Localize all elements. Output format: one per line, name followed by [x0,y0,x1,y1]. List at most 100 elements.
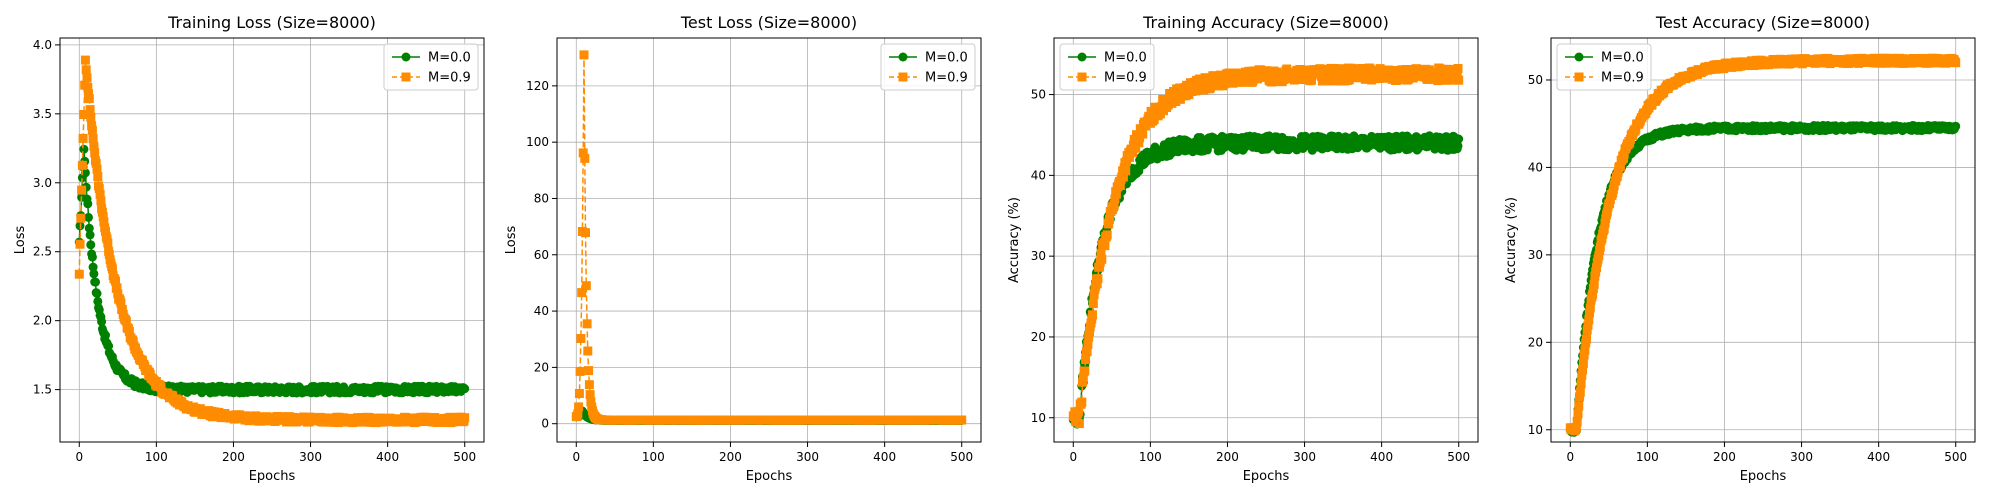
data-point [121,316,131,326]
data-point [77,185,87,195]
data-point [88,262,98,272]
data-point [86,240,96,250]
data-point [1571,422,1581,432]
x-tick-label: 300 [1293,450,1316,464]
data-point [1097,254,1107,264]
data-point [75,239,85,249]
plot-frame [1053,37,1479,443]
legend-marker [1574,72,1584,82]
data-point [1582,325,1592,335]
data-point [104,250,114,259]
data-point [1424,65,1434,75]
data-point [84,94,94,104]
chart-panel-4: 0 100 200 300 400 500 10 20 30 40 50 Test Accuracy … [1504,13,1976,484]
legend: M=0.0 M=0.9 [880,43,976,91]
data-point [1080,366,1090,376]
data-point [1584,315,1594,325]
data-point [1583,320,1593,330]
data-point [99,217,109,227]
data-point [84,212,93,222]
data-point [574,402,584,412]
data-point [1110,194,1120,204]
data-point [583,346,593,356]
data-point [1316,65,1326,75]
x-tick-label: 100 [1139,450,1162,464]
legend-marker [1077,52,1087,62]
x-tick-label: 400 [376,450,399,464]
y-axis-label: Accuracy (%) [1007,197,1022,283]
data-point [79,110,89,119]
data-point [84,223,94,233]
data-point [1951,58,1961,68]
data-point [1453,141,1463,151]
data-point [575,366,585,376]
data-point [576,334,586,343]
data-point [1111,189,1121,199]
data-point [116,298,126,308]
data-point [1619,149,1629,159]
chart-title: Test Loss (Size=8000) [680,13,857,32]
legend-label: M=0.9 [1104,71,1147,86]
data-point [96,196,106,206]
legend: M=0.0 M=0.9 [1556,43,1652,91]
data-point [1582,334,1591,344]
plot-frame [59,37,485,443]
data-point [581,281,591,291]
data-point [1121,166,1131,176]
data-point [1102,230,1112,240]
x-tick-label: 100 [642,450,665,464]
y-tick-label: 100 [526,135,549,149]
series-line [1072,66,1460,424]
data-point [91,277,100,287]
y-tick-label: 60 [534,248,549,262]
data-point [1602,207,1612,217]
y-tick-label: 20 [1031,330,1046,344]
x-tick-label: 100 [1636,450,1659,464]
data-point [1574,401,1584,411]
legend-label: M=0.0 [1601,51,1644,66]
data-point [581,228,590,238]
data-point [107,264,117,274]
x-tick-label: 500 [1944,450,1967,464]
data-point [1585,303,1595,313]
data-point [582,319,592,329]
data-point [85,105,95,115]
data-point [74,269,84,279]
data-point [1085,327,1094,337]
x-tick-label: 400 [873,450,896,464]
legend: M=0.0 M=0.9 [383,43,479,91]
data-point [1084,332,1094,342]
data-point [89,269,99,279]
data-point [1594,251,1604,261]
legend-marker [898,72,908,82]
series-m9 [74,55,470,428]
y-tick-label: 10 [1528,423,1543,437]
y-tick-label: 20 [1528,335,1543,349]
legend-label: M=0.0 [428,51,471,66]
data-point [1454,134,1464,144]
data-point [1206,82,1215,92]
x-tick-label: 0 [572,450,580,464]
data-point [1081,355,1091,364]
data-point [83,82,93,92]
x-tick-label: 500 [950,450,973,464]
data-point [578,148,588,158]
y-tick-label: 3.5 [33,107,52,121]
data-point [1577,370,1587,380]
y-tick-label: 50 [1031,88,1046,102]
data-point [1631,124,1641,134]
data-point [113,289,123,299]
x-tick-label: 100 [145,450,168,464]
y-tick-label: 3.0 [33,176,52,190]
y-tick-label: 30 [1528,248,1543,262]
data-point [1100,241,1110,251]
y-axis-label: Loss [13,226,28,255]
data-point [1105,214,1114,224]
data-point [460,384,470,394]
x-tick-label: 0 [1069,450,1077,464]
data-point [1131,143,1141,153]
y-tick-label: 2.5 [33,245,52,259]
data-point [81,65,91,75]
data-point [1951,121,1961,131]
